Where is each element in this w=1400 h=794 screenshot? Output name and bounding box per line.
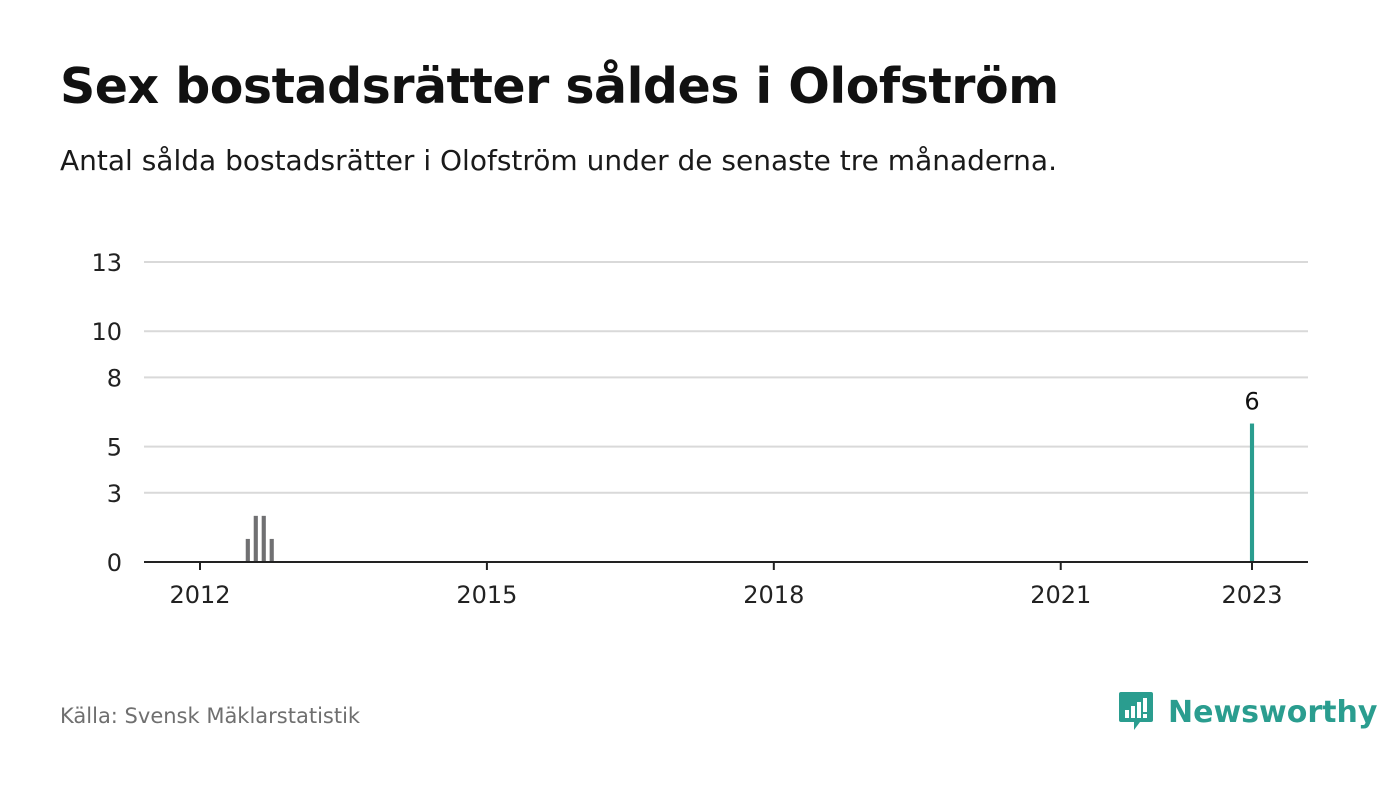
y-tick-label: 8 bbox=[107, 364, 122, 392]
chart-title: Sex bostadsrätter såldes i Olofström bbox=[60, 58, 1059, 115]
newsworthy-logo-icon bbox=[1119, 692, 1153, 730]
annotations: 6 bbox=[1241, 385, 1262, 419]
y-tick-label: 5 bbox=[107, 434, 122, 462]
x-tick-label: 2023 bbox=[1221, 581, 1282, 609]
chart-subtitle: Antal sålda bostadsrätter i Olofström un… bbox=[60, 144, 1057, 177]
x-tick-label: 2021 bbox=[1030, 581, 1091, 609]
x-axis-ticks: 2012 2015 2018 2021 2023 bbox=[169, 562, 1283, 609]
x-tick-label: 2018 bbox=[743, 581, 804, 609]
y-axis-ticks: 0 3 5 8 10 13 bbox=[91, 249, 122, 577]
bar bbox=[261, 515, 266, 562]
bar bbox=[245, 538, 250, 562]
source-note: Källa: Svensk Mäklarstatistik bbox=[60, 704, 361, 728]
grid-lines bbox=[144, 261, 1308, 494]
bar-latest bbox=[1249, 423, 1255, 562]
bar bbox=[269, 538, 274, 562]
brand-logo[interactable]: Newsworthy bbox=[1118, 690, 1377, 734]
bar bbox=[253, 515, 258, 562]
y-tick-label: 10 bbox=[91, 318, 122, 346]
y-tick-label: 3 bbox=[107, 480, 122, 508]
latest-value-label: 6 bbox=[1244, 388, 1259, 416]
y-tick-label: 0 bbox=[107, 549, 122, 577]
x-tick-label: 2012 bbox=[169, 581, 230, 609]
brand-name: Newsworthy bbox=[1168, 694, 1378, 730]
y-tick-label: 13 bbox=[91, 249, 122, 277]
bars bbox=[245, 423, 1255, 562]
x-tick-label: 2015 bbox=[456, 581, 517, 609]
